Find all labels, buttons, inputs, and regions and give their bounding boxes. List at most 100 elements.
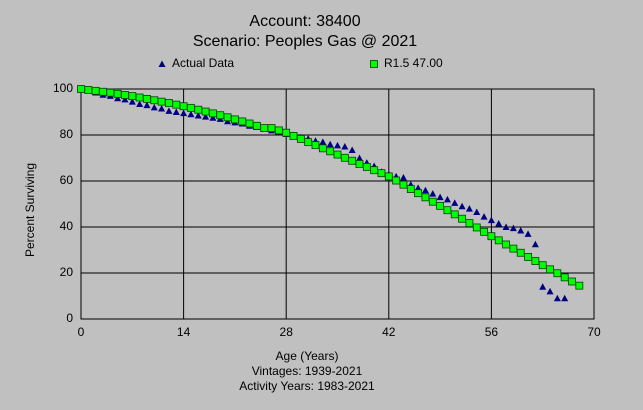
point <box>443 206 452 215</box>
point <box>392 176 401 185</box>
point <box>326 140 334 148</box>
plot-area <box>80 88 595 320</box>
point <box>136 100 144 107</box>
point <box>84 86 93 94</box>
point <box>539 283 547 290</box>
point <box>180 109 188 117</box>
point <box>348 156 357 165</box>
point <box>458 202 466 210</box>
point <box>355 160 364 168</box>
point <box>289 132 298 140</box>
point <box>421 186 429 194</box>
legend-marker <box>158 60 166 67</box>
point <box>494 236 503 245</box>
point <box>311 141 320 150</box>
point <box>472 223 481 232</box>
point <box>487 232 496 241</box>
point <box>223 113 232 122</box>
point <box>406 185 415 193</box>
point <box>531 257 540 265</box>
point <box>143 94 151 103</box>
point <box>158 105 166 112</box>
point <box>414 184 422 191</box>
point <box>560 273 569 282</box>
y-axis-label: Percent Surviving <box>23 163 37 257</box>
note: Activity Years: 1983-2021 <box>239 379 375 393</box>
point <box>202 113 210 120</box>
point <box>399 174 407 181</box>
point <box>121 91 129 99</box>
point <box>267 124 276 132</box>
point <box>99 87 107 96</box>
point <box>473 208 481 216</box>
point <box>194 105 203 114</box>
point <box>575 281 584 290</box>
point <box>553 269 562 278</box>
point <box>333 150 342 159</box>
point <box>260 124 269 132</box>
point <box>121 95 129 103</box>
point <box>304 138 313 147</box>
point <box>524 230 532 237</box>
point <box>414 189 423 198</box>
point <box>531 240 539 248</box>
point <box>106 88 115 97</box>
y-tick-label: 20 <box>60 265 74 279</box>
point <box>561 294 569 302</box>
point <box>443 195 451 203</box>
point <box>502 223 510 230</box>
y-tick-label: 0 <box>66 311 73 325</box>
point <box>172 108 180 115</box>
point <box>113 89 122 98</box>
x-tick-label: 56 <box>485 325 499 339</box>
point <box>355 154 363 161</box>
point <box>546 287 554 295</box>
point <box>509 244 518 253</box>
point <box>348 146 356 153</box>
point <box>245 119 254 128</box>
point <box>465 205 473 212</box>
point <box>135 93 144 102</box>
point <box>568 277 576 286</box>
point <box>546 265 554 274</box>
point <box>509 224 517 232</box>
point <box>538 261 547 270</box>
y-tick-label: 80 <box>60 127 74 141</box>
x-tick-label: 70 <box>587 325 601 339</box>
point <box>165 99 173 107</box>
point <box>436 201 445 210</box>
x-tick-label: 42 <box>382 325 396 339</box>
x-axis-label: Age (Years) <box>276 349 339 363</box>
note: Vintages: 1939-2021 <box>252 364 363 378</box>
point <box>187 110 195 118</box>
point <box>77 85 85 93</box>
y-tick-label: 100 <box>53 81 73 95</box>
point <box>502 240 510 249</box>
x-tick-label: 14 <box>177 325 191 339</box>
point <box>516 248 525 257</box>
legend-label: R1.5 47.00 <box>384 56 443 70</box>
legend-marker <box>370 60 378 68</box>
chart-title: Account: 38400 <box>249 13 360 30</box>
chart-title: Scenario: Peoples Gas @ 2021 <box>193 33 417 50</box>
point <box>450 210 459 219</box>
point <box>517 226 525 234</box>
legend-label: Actual Data <box>172 56 234 70</box>
point <box>209 109 217 118</box>
y-tick-label: 40 <box>60 219 74 233</box>
y-tick-label: 60 <box>60 173 74 187</box>
x-tick-label: 0 <box>78 325 85 339</box>
point <box>165 107 173 114</box>
point <box>451 199 459 206</box>
point <box>91 86 100 95</box>
point <box>458 214 466 223</box>
point <box>465 219 474 227</box>
point <box>172 100 181 109</box>
x-tick-label: 28 <box>280 325 294 339</box>
point <box>318 144 327 153</box>
point <box>384 172 393 181</box>
point <box>274 126 283 135</box>
point <box>179 102 188 111</box>
point <box>201 107 210 116</box>
